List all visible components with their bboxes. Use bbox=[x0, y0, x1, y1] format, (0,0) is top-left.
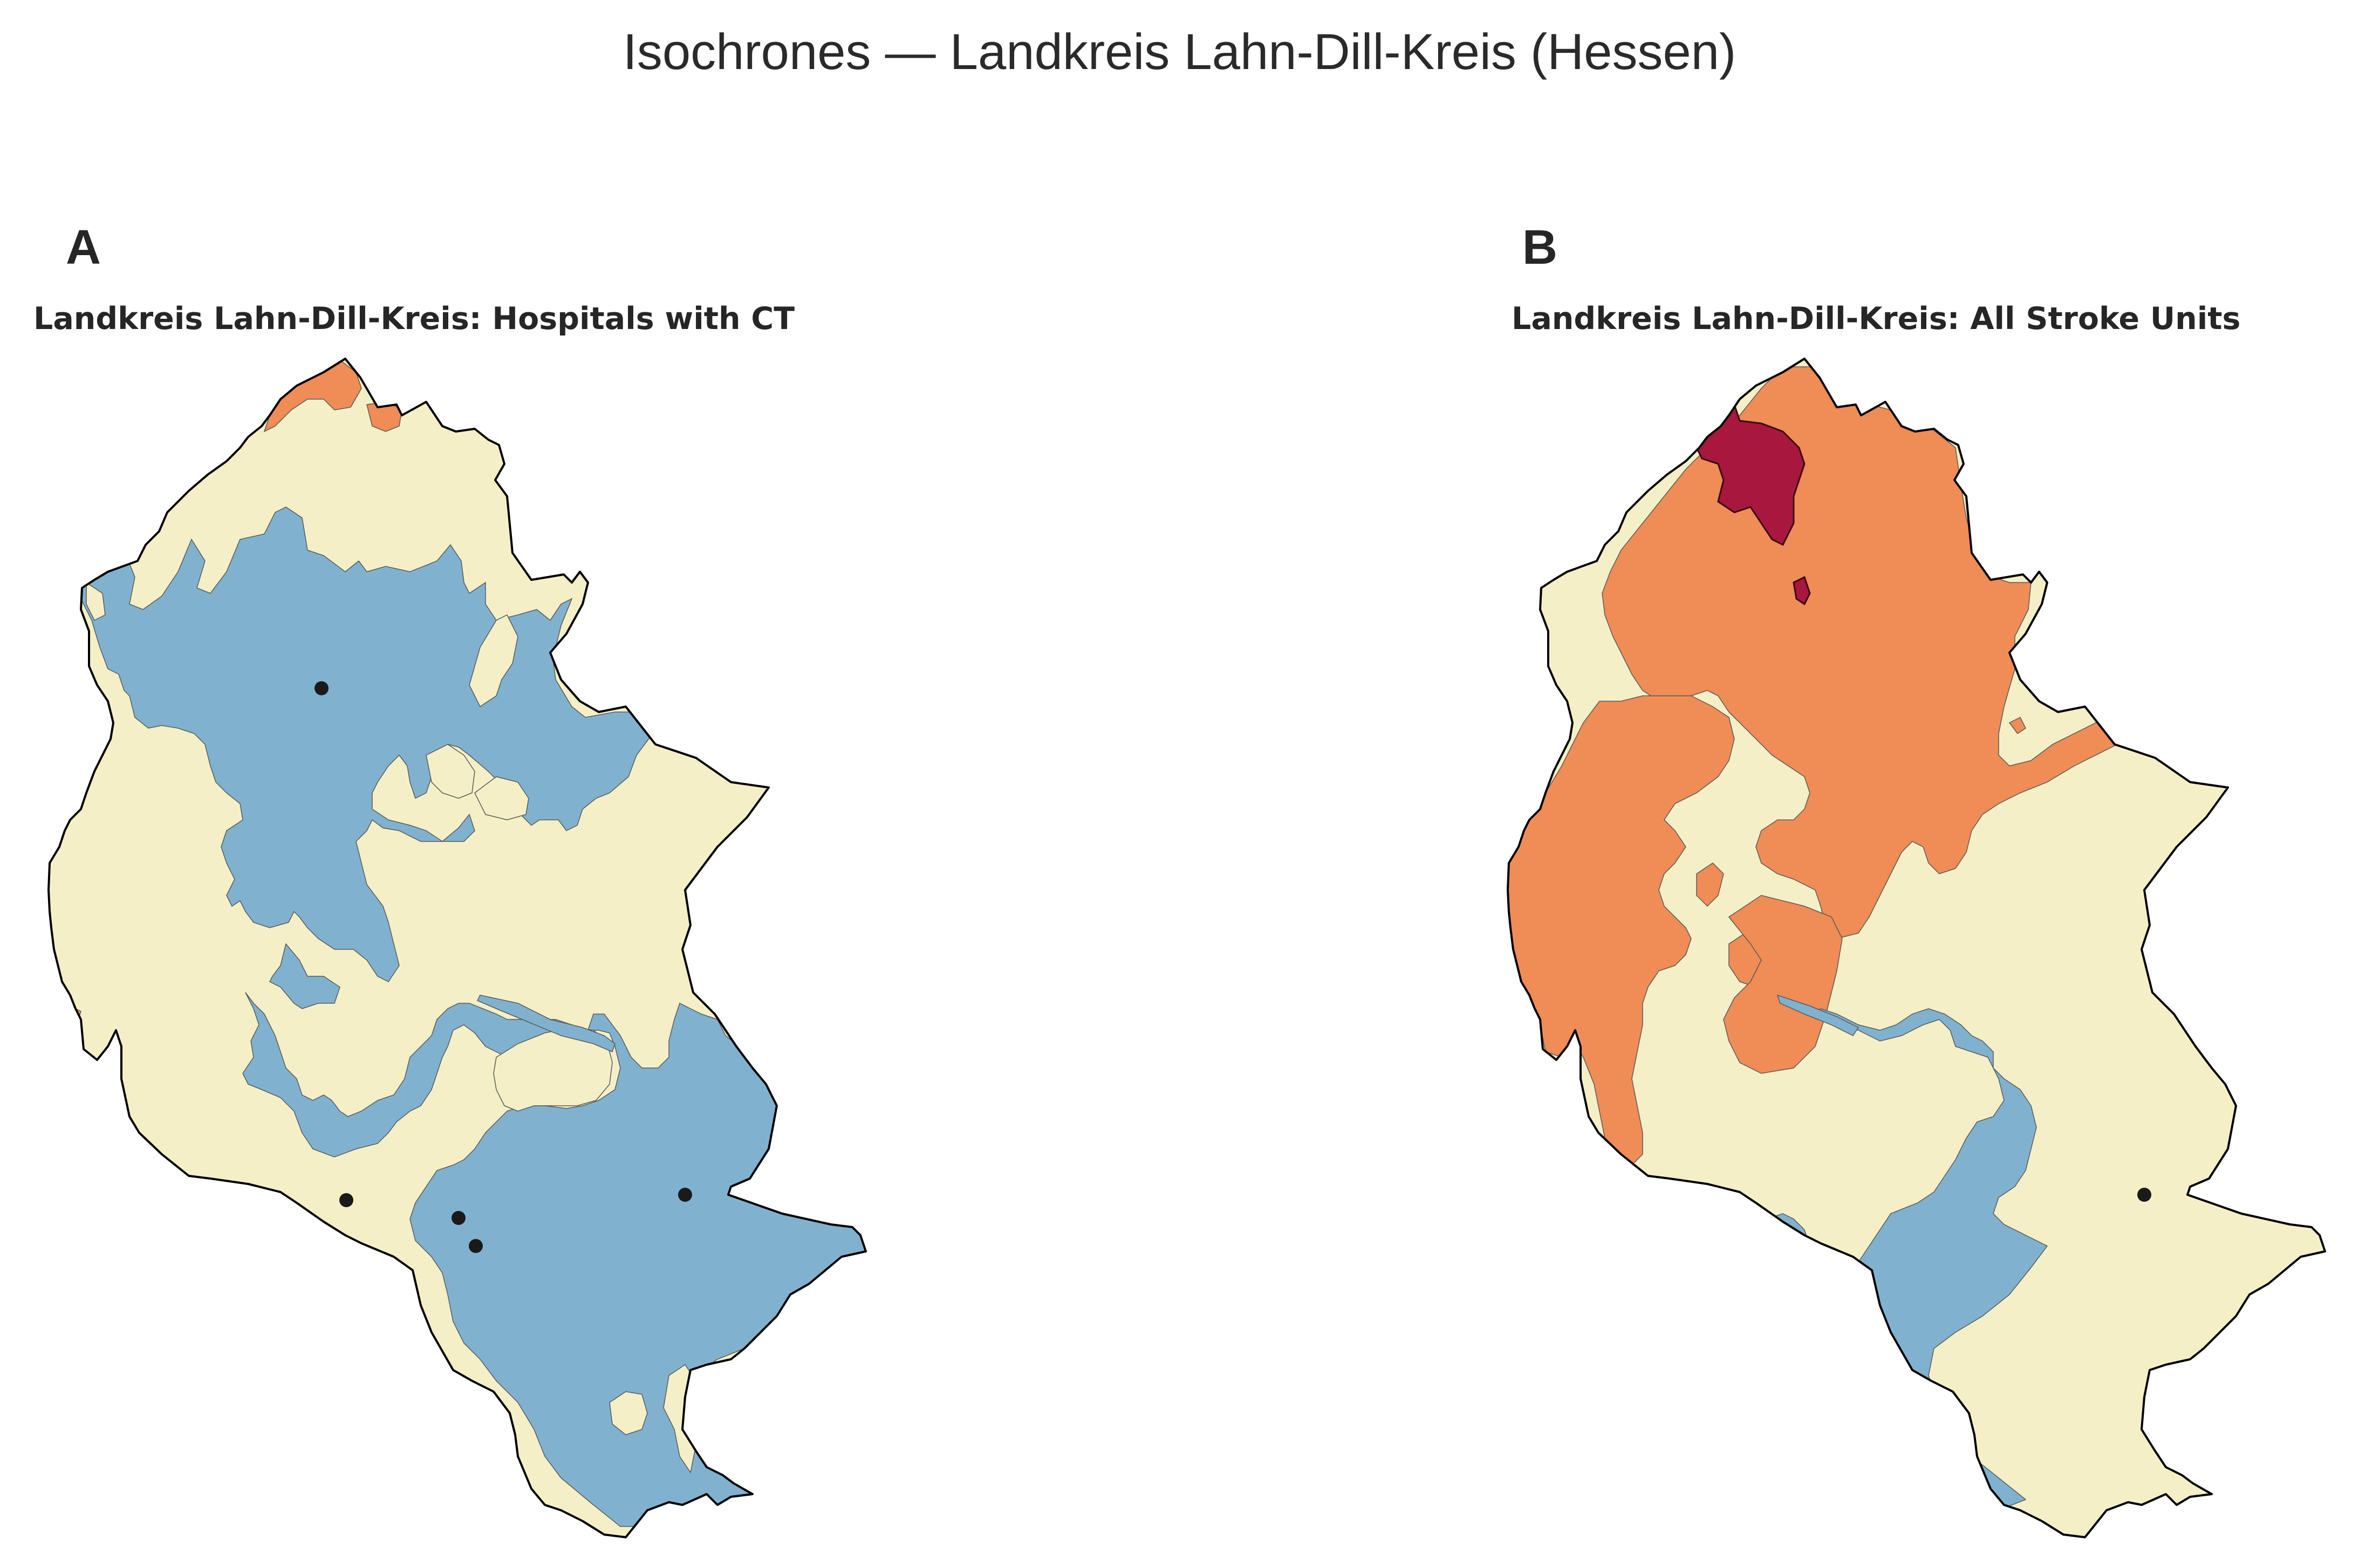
district-boundary-a bbox=[47, 358, 867, 1538]
band-medium-pocket-a-6 bbox=[609, 1391, 648, 1435]
facility-marker-a-3 bbox=[452, 1211, 466, 1225]
facility-marker-a-4 bbox=[469, 1239, 483, 1253]
panel-a-title: Landkreis Lahn-Dill-Kreis: Hospitals wit… bbox=[33, 301, 795, 337]
figure-title: Isochrones — Landkreis Lahn-Dill-Kreis (… bbox=[623, 23, 1736, 80]
facility-marker-a-5 bbox=[678, 1188, 692, 1202]
facility-marker-b-1 bbox=[2137, 1188, 2151, 1202]
band-medium-pocket-b-2 bbox=[1896, 1418, 1918, 1468]
band-slowest-region-b-north bbox=[1679, 398, 1806, 546]
band-slow-blob-b-2 bbox=[1696, 862, 1724, 907]
facility-marker-a-1 bbox=[314, 681, 329, 695]
river-strip-a bbox=[476, 995, 616, 1053]
band-slow-blob-b-3 bbox=[1723, 895, 1843, 1074]
district-boundary-b bbox=[1507, 358, 2326, 1538]
band-medium-pocket-a-2 bbox=[426, 744, 475, 799]
band-medium-pocket-a-1 bbox=[469, 614, 518, 708]
panel-b-letter: B bbox=[1522, 221, 1557, 275]
facility-marker-a-2 bbox=[339, 1193, 353, 1207]
river-strip-b bbox=[1776, 994, 1859, 1036]
band-medium-pocket-a-4 bbox=[86, 581, 106, 621]
band-slow-region-b-west bbox=[1508, 695, 1735, 1166]
panel-b-title: Landkreis Lahn-Dill-Kreis: All Stroke Un… bbox=[1512, 301, 2241, 337]
band-slow-patch-b-ne bbox=[2008, 716, 2026, 735]
band-medium-pocket-b-1 bbox=[1820, 1386, 1856, 1430]
band-medium-pocket-a-3 bbox=[474, 776, 529, 820]
band-slowest-patch-b-east bbox=[1793, 576, 1811, 606]
panel-a-letter: A bbox=[66, 221, 101, 275]
